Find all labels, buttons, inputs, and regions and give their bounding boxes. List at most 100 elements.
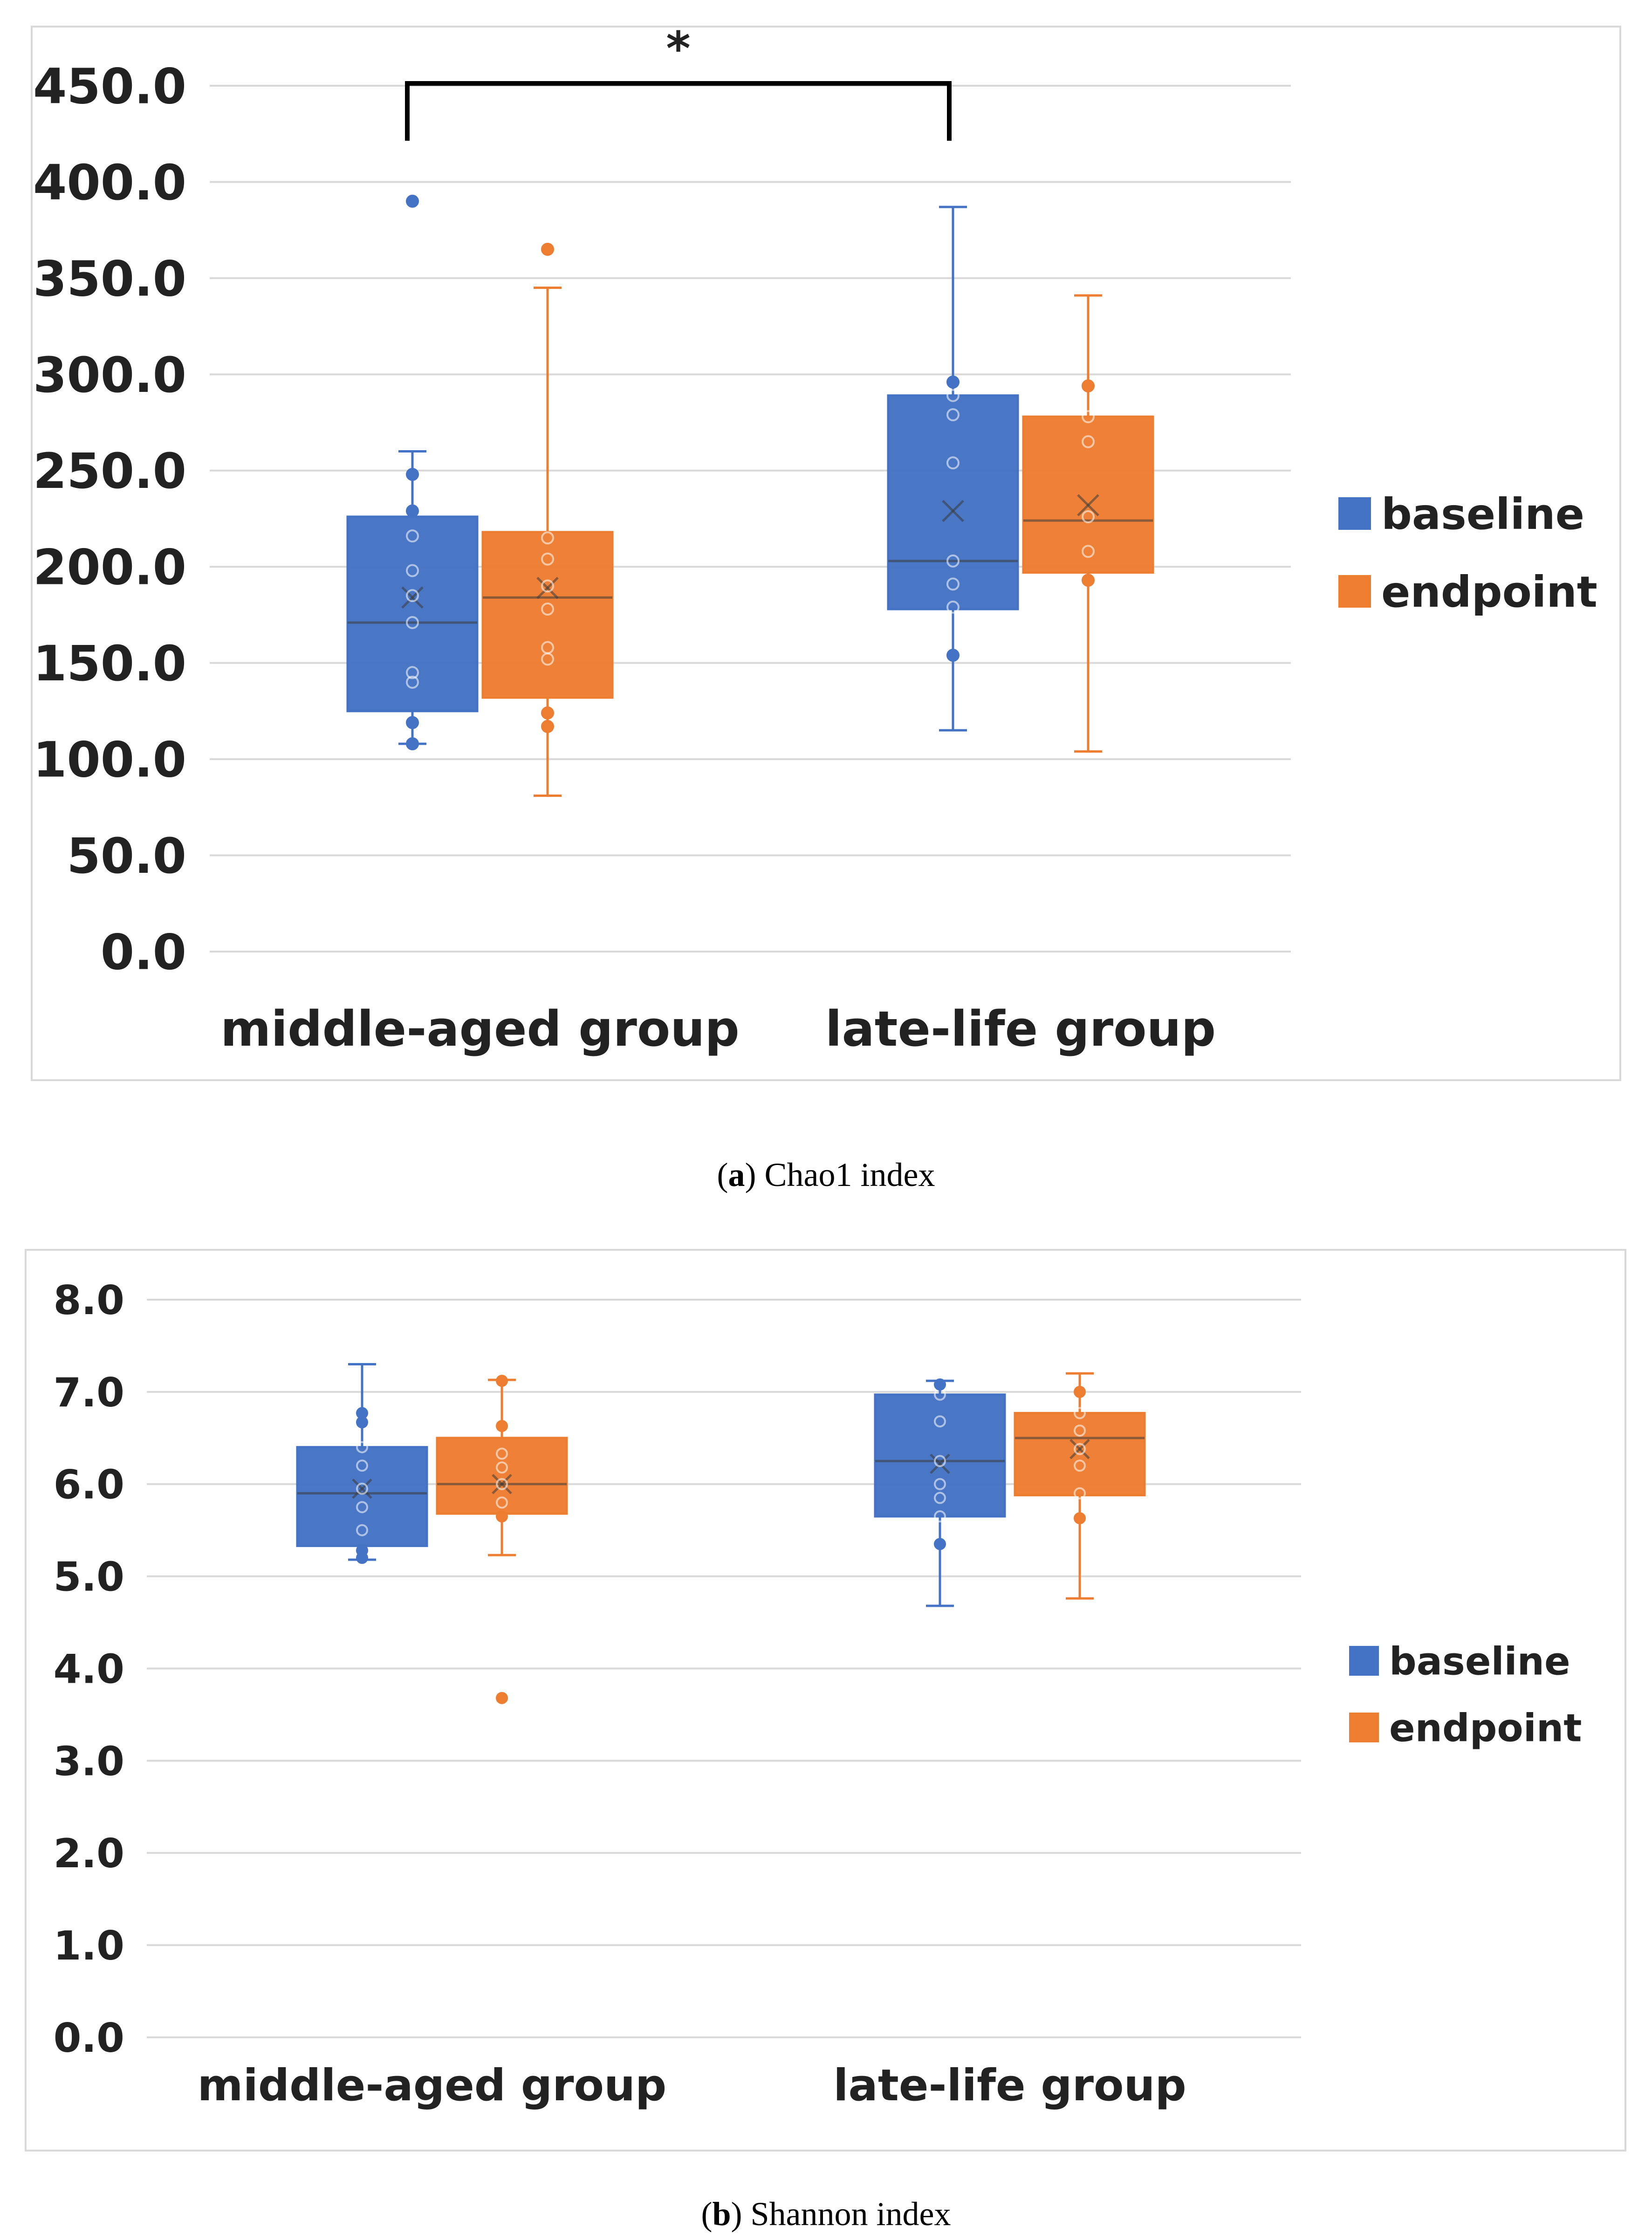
chao1-late-life-group-baseline-data-point [946, 600, 960, 614]
shannon-middle-aged-group-baseline-data-point [356, 1407, 368, 1419]
shannon-late-life-group-baseline-mean-marker [930, 1453, 950, 1474]
shannon-middle-aged-group-baseline-data-point [356, 1501, 368, 1514]
chao1-legend-swatch-baseline [1338, 497, 1371, 530]
shannon-y-tick-label: 3.0 [54, 1738, 124, 1785]
chao1-y-tick-label: 0.0 [101, 924, 186, 980]
shannon-legend-label-endpoint: endpoint [1389, 1706, 1582, 1751]
shannon-y-tick-label: 0.0 [54, 2015, 124, 2062]
shannon-middle-aged-group-baseline-data-point [356, 1441, 368, 1453]
chao1-late-life-group-baseline-box [887, 394, 1019, 610]
chao1-category-label: late-life group [825, 1001, 1216, 1057]
chao1-y-tick-label: 400.0 [33, 154, 186, 211]
shannon-legend-swatch-endpoint [1349, 1713, 1379, 1742]
chao1-caption-text: Chao1 index [756, 1156, 935, 1193]
shannon-legend-swatch-baseline [1349, 1646, 1379, 1676]
chao1-late-life-group-baseline-data-point [946, 577, 960, 591]
shannon-y-tick-label: 1.0 [54, 1923, 124, 1969]
chao1-middle-aged-group-baseline-data-point [406, 675, 419, 689]
shannon-middle-aged-group-baseline-data-point [356, 1482, 368, 1495]
chao1-late-life-group-endpoint-mean-marker [1077, 494, 1099, 516]
chao1-y-tick-label: 100.0 [33, 732, 186, 788]
shannon-y-tick-label: 8.0 [54, 1277, 124, 1324]
chao1-middle-aged-group-endpoint-data-point [541, 579, 554, 593]
shannon-late-life-group-endpoint-data-point [1074, 1443, 1086, 1455]
shannon-middle-aged-group-endpoint-data-point [496, 1461, 508, 1474]
chao1-middle-aged-group-endpoint-data-point [541, 706, 554, 720]
chao1-category-label: middle-aged group [220, 1001, 740, 1057]
chao1-middle-aged-group-endpoint-data-point [541, 552, 554, 566]
shannon-category-label: middle-aged group [198, 2060, 667, 2111]
chao1-y-tick-label: 50.0 [67, 828, 186, 884]
shannon-middle-aged-group-baseline-mean-marker [352, 1478, 372, 1499]
shannon-chart: 0.0 1.0 2.0 3.0 4.0 5.0 6.0 7.0 8.0 middle-aged g… [54, 1277, 1582, 2111]
shannon-caption-letter: b [712, 2195, 731, 2233]
shannon-middle-aged-group-endpoint-data-point [496, 1496, 508, 1509]
shannon-middle-aged-group-endpoint-box [436, 1437, 568, 1515]
chao1-middle-aged-group-baseline-data-point [406, 589, 419, 603]
chao1-late-life-group-baseline-data-point [946, 649, 960, 662]
chao1-legend-label-endpoint: endpoint [1381, 567, 1597, 617]
chao1-middle-aged-group-endpoint-data-point [541, 720, 554, 733]
chao1-middle-aged-group-baseline-data-point [406, 564, 419, 577]
chao1-middle-aged-group-baseline-mean-marker [401, 586, 424, 609]
shannon-late-life-group-endpoint-data-point [1074, 1424, 1086, 1437]
chao1-middle-aged-group-baseline-data-point [406, 616, 419, 629]
shannon-late-life-group-endpoint-mean-marker [1069, 1439, 1090, 1460]
shannon-late-life-group-baseline-data-point [934, 1455, 946, 1467]
shannon-middle-aged-group-baseline-data-point [356, 1460, 368, 1472]
chao1-y-tick-label: 250.0 [33, 443, 186, 500]
shannon-chart-panel: 0.0 1.0 2.0 3.0 4.0 5.0 6.0 7.0 8.0 middle-aged g… [25, 1249, 1626, 2152]
chao1-middle-aged-group-endpoint-mean-marker [536, 576, 559, 599]
shannon-y-tick-label: 4.0 [54, 1646, 124, 1693]
shannon-late-life-group-endpoint-data-point [1074, 1460, 1086, 1472]
shannon-middle-aged-group-baseline-data-point [356, 1524, 368, 1536]
shannon-late-life-group-baseline-data-point [934, 1378, 946, 1391]
shannon-legend-label-baseline: baseline [1389, 1640, 1570, 1684]
shannon-middle-aged-group-endpoint-data-point [496, 1510, 508, 1523]
chao1-late-life-group-endpoint-data-point [1082, 379, 1095, 393]
chao1-middle-aged-group-endpoint-data-point [541, 603, 554, 616]
shannon-middle-aged-group-endpoint-data-point [496, 1447, 508, 1460]
shannon-late-life-group-baseline-data-point [934, 1478, 946, 1490]
chao1-significance-star: * [666, 27, 690, 76]
shannon-late-life-group-baseline-data-point [934, 1492, 946, 1504]
chao1-late-life-group-endpoint-data-point [1082, 410, 1095, 424]
chao1-significance-bracket [405, 81, 952, 141]
chao1-late-life-group-baseline-data-point [946, 554, 960, 568]
shannon-late-life-group-baseline-data-point [934, 1510, 946, 1523]
chao1-middle-aged-group-baseline-box [346, 515, 479, 713]
chao1-middle-aged-group-endpoint-data-point [541, 242, 554, 256]
shannon-middle-aged-group-endpoint-data-point [496, 1478, 508, 1490]
shannon-middle-aged-group-baseline-box [296, 1446, 428, 1547]
chao1-legend-swatch-endpoint [1338, 575, 1371, 608]
chao1-late-life-group-endpoint-data-point [1082, 574, 1095, 587]
chao1-legend-label-baseline: baseline [1381, 489, 1584, 539]
shannon-late-life-group-baseline-data-point [934, 1538, 946, 1550]
shannon-late-life-group-endpoint-data-point [1074, 1487, 1086, 1500]
shannon-middle-aged-group-endpoint-data-point [496, 1420, 508, 1432]
chao1-middle-aged-group-baseline-data-point [406, 194, 419, 208]
chao1-middle-aged-group-baseline-data-point [406, 504, 419, 518]
chao1-caption-letter: a [728, 1156, 745, 1193]
chao1-middle-aged-group-baseline-data-point [406, 666, 419, 679]
shannon-late-life-group-endpoint-data-point [1074, 1512, 1086, 1524]
chao1-late-life-group-baseline-data-point [946, 408, 960, 422]
chao1-late-life-group-endpoint-data-point [1082, 510, 1095, 523]
chao1-y-tick-label: 200.0 [33, 539, 186, 596]
chao1-y-tick-label: 350.0 [33, 250, 186, 307]
chao1-middle-aged-group-endpoint-data-point [541, 641, 554, 654]
chao1-late-life-group-baseline-data-point [946, 389, 960, 402]
chao1-late-life-group-baseline-data-point [946, 375, 960, 389]
shannon-y-tick-label: 2.0 [54, 1830, 124, 1877]
shannon-middle-aged-group-endpoint-mean-marker [492, 1473, 512, 1494]
chao1-y-tick-label: 150.0 [33, 635, 186, 692]
chao1-middle-aged-group-baseline-data-point [406, 529, 419, 543]
shannon-late-life-group-endpoint-data-point [1074, 1407, 1086, 1419]
chao1-middle-aged-group-endpoint-data-point [541, 531, 554, 545]
chao1-chart-panel: 0.0 50.0 100.0 150.0 200.0 250.0 300.0 350.0 400… [31, 26, 1621, 1081]
shannon-category-label: late-life group [833, 2060, 1186, 2111]
chao1-middle-aged-group-baseline-data-point [406, 716, 419, 729]
shannon-middle-aged-group-baseline-data-point [356, 1544, 368, 1557]
chao1-late-life-group-endpoint-box [1022, 415, 1154, 574]
shannon-middle-aged-group-endpoint-data-point [496, 1692, 508, 1704]
